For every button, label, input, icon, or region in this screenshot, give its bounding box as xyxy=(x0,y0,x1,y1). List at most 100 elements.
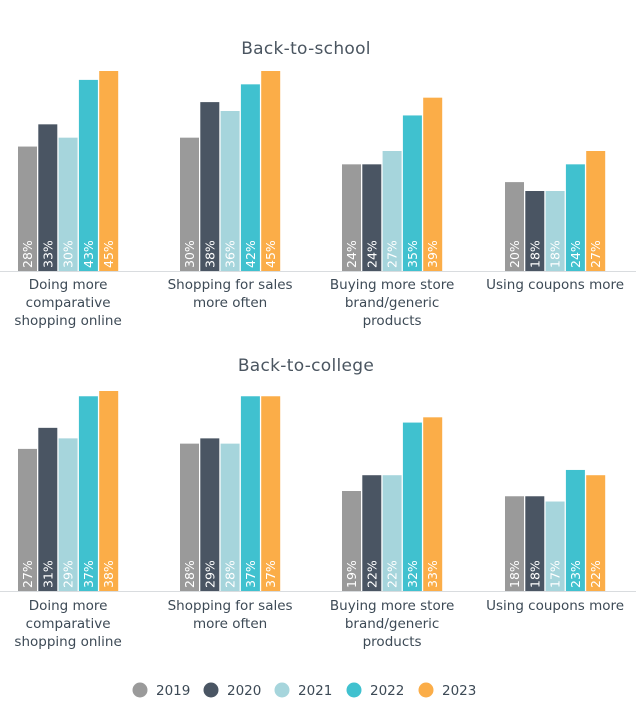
data-label: 28% xyxy=(223,560,238,588)
data-label: 42% xyxy=(243,240,258,268)
category-label: Using coupons more xyxy=(486,598,624,614)
legend-label: 2023 xyxy=(442,683,476,699)
bar-2020 xyxy=(38,124,58,271)
category-label: shopping online xyxy=(14,634,121,650)
category-label: Doing more xyxy=(29,598,108,614)
bar-2020 xyxy=(200,102,220,271)
category-label: more often xyxy=(193,295,267,311)
category-label: shopping online xyxy=(14,313,121,329)
legend-marker xyxy=(203,682,219,698)
legend-label: 2021 xyxy=(298,683,332,699)
data-label: 37% xyxy=(243,560,258,588)
legend-marker xyxy=(132,682,148,698)
legend-item: 2023 xyxy=(418,682,476,699)
category-group: 20% 18% 18% 24% 27% Using coupons more xyxy=(486,151,624,293)
panel-1: Back-to-school 28% 33% 30% 43% 45% Doing more c… xyxy=(0,39,636,329)
data-label: 17% xyxy=(548,560,563,588)
data-label: 32% xyxy=(405,560,420,588)
category-label: Buying more store xyxy=(330,277,454,293)
data-label: 30% xyxy=(182,240,197,268)
bar-2020 xyxy=(200,438,220,591)
legend-item: 2022 xyxy=(346,682,404,699)
legend: 2019 2020 2021 2022 2023 xyxy=(132,682,476,699)
data-label: 22% xyxy=(588,560,603,588)
bar-2023 xyxy=(423,417,443,591)
bar-2021 xyxy=(220,443,240,591)
category-label: products xyxy=(363,634,422,650)
data-label: 18% xyxy=(507,560,522,588)
category-label: Doing more xyxy=(29,277,108,293)
data-label: 22% xyxy=(385,560,400,588)
data-label: 29% xyxy=(61,560,76,588)
category-label: comparative xyxy=(26,616,111,632)
category-label: comparative xyxy=(26,295,111,311)
category-label: brand/generic xyxy=(345,616,440,632)
bar-2021 xyxy=(220,111,240,271)
data-label: 18% xyxy=(548,240,563,268)
bar-2020 xyxy=(362,164,382,271)
legend-label: 2020 xyxy=(227,683,261,699)
category-group: 27% 31% 29% 37% 38% Doing more comparative shop… xyxy=(14,391,122,650)
legend-marker xyxy=(346,682,362,698)
data-label: 39% xyxy=(425,240,440,268)
data-label: 29% xyxy=(202,560,217,588)
data-label: 45% xyxy=(263,240,278,268)
data-label: 38% xyxy=(101,560,116,588)
legend-label: 2019 xyxy=(156,683,190,699)
bar-2019 xyxy=(342,164,361,271)
bar-2022 xyxy=(78,396,98,591)
category-label: Shopping for sales xyxy=(168,598,293,614)
category-label: brand/generic xyxy=(345,295,440,311)
bar-2019 xyxy=(18,448,37,591)
data-label: 45% xyxy=(101,240,116,268)
data-label: 18% xyxy=(527,560,542,588)
data-label: 24% xyxy=(344,240,359,268)
bar-2022 xyxy=(240,396,260,591)
bar-2023 xyxy=(99,71,119,271)
bar-2022 xyxy=(565,469,585,591)
data-label: 28% xyxy=(182,560,197,588)
data-label: 20% xyxy=(507,240,522,268)
category-label: products xyxy=(363,313,422,329)
data-label: 28% xyxy=(20,240,35,268)
data-label: 37% xyxy=(81,560,96,588)
bar-2023 xyxy=(261,71,281,271)
legend-item: 2020 xyxy=(203,682,261,699)
data-label: 24% xyxy=(364,240,379,268)
category-group: 19% 22% 22% 32% 33% Buying more store brand/ge… xyxy=(330,417,454,650)
panel-2: Back-to-college 27% 31% 29% 37% 38% Doing more… xyxy=(0,356,636,650)
panel-title: Back-to-school xyxy=(241,39,371,59)
bar-2019 xyxy=(180,137,199,271)
data-label: 43% xyxy=(81,240,96,268)
bar-2019 xyxy=(342,491,361,591)
bar-2021 xyxy=(58,137,78,271)
data-label: 24% xyxy=(568,240,583,268)
legend-marker xyxy=(418,682,434,698)
bar-2020 xyxy=(38,427,58,591)
bar-2023 xyxy=(99,391,119,591)
bar-2020 xyxy=(525,191,545,271)
category-group: 28% 33% 30% 43% 45% Doing more comparative shop… xyxy=(14,71,122,329)
data-label: 31% xyxy=(40,560,55,588)
data-label: 36% xyxy=(223,240,238,268)
category-group: 18% 18% 17% 23% 22% Using coupons more xyxy=(486,469,624,614)
data-label: 19% xyxy=(344,560,359,588)
data-label: 33% xyxy=(40,240,55,268)
data-label: 33% xyxy=(425,560,440,588)
legend-item: 2019 xyxy=(132,682,190,699)
bar-2022 xyxy=(78,79,98,271)
bar-2021 xyxy=(382,475,402,591)
bar-2022 xyxy=(240,84,260,271)
data-label: 37% xyxy=(263,560,278,588)
data-label: 30% xyxy=(61,240,76,268)
bar-2022 xyxy=(565,164,585,271)
bar-2021 xyxy=(545,501,565,591)
bar-2023 xyxy=(423,97,443,272)
bar-2020 xyxy=(525,496,545,591)
bar-2021 xyxy=(545,191,565,271)
bar-2021 xyxy=(58,438,78,591)
bar-2020 xyxy=(362,475,382,591)
legend-label: 2022 xyxy=(370,683,404,699)
legend-item: 2021 xyxy=(274,682,332,699)
